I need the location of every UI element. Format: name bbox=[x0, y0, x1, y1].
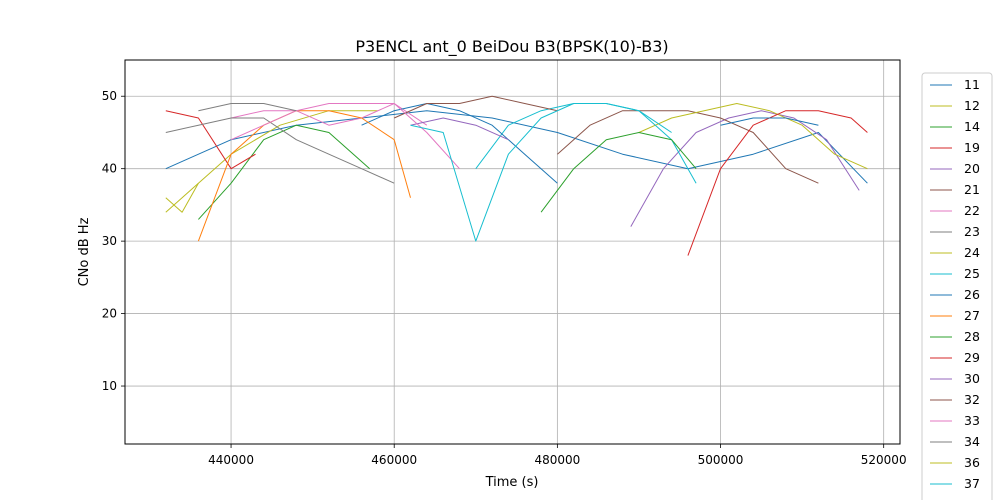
series-32-line bbox=[393, 95, 558, 119]
legend-label: 25 bbox=[964, 266, 980, 281]
legend-label: 22 bbox=[964, 203, 980, 218]
legend-label: 27 bbox=[964, 308, 980, 323]
y-tick-label: 20 bbox=[102, 307, 117, 321]
series-24-line bbox=[638, 103, 868, 170]
chart-title: P3ENCL ant_0 BeiDou B3(BPSK(10)-B3) bbox=[355, 37, 668, 57]
y-tick-label: 40 bbox=[102, 162, 117, 176]
legend-label: 12 bbox=[964, 98, 980, 113]
series-21-line bbox=[557, 110, 819, 184]
series-25-line bbox=[475, 103, 697, 184]
legend: 11 12 14 19 20 21 22 23 24 25 26 27 28 29 30 32 33 34 36 37… bbox=[921, 72, 993, 500]
y-tick-label: 10 bbox=[102, 379, 117, 393]
legend-label: 14 bbox=[964, 119, 980, 134]
legend-label: 37 bbox=[964, 476, 980, 491]
legend-label: 24 bbox=[964, 245, 980, 260]
legend-label: 26 bbox=[964, 287, 980, 302]
x-tick-label: 480000 bbox=[534, 453, 580, 467]
series-34-line bbox=[198, 103, 297, 112]
grid bbox=[125, 60, 900, 444]
series-26-line bbox=[361, 103, 558, 184]
x-tick-label: 460000 bbox=[371, 453, 417, 467]
legend-label: 32 bbox=[964, 392, 980, 407]
legend-label: 36 bbox=[964, 455, 980, 470]
series-14-line bbox=[198, 124, 371, 220]
legend-label: 28 bbox=[964, 329, 980, 344]
legend-label: 20 bbox=[964, 161, 980, 176]
series-37-line bbox=[410, 103, 672, 242]
x-tick-label: 500000 bbox=[698, 453, 744, 467]
legend-label: 41 bbox=[964, 497, 980, 500]
series-28-line bbox=[540, 132, 697, 213]
legend-label: 21 bbox=[964, 182, 980, 197]
plot-frame bbox=[124, 59, 901, 445]
x-tick-label: 440000 bbox=[208, 453, 254, 467]
legend-label: 34 bbox=[964, 434, 980, 449]
legend-label: 11 bbox=[964, 77, 980, 92]
series-19-line bbox=[165, 110, 256, 170]
y-tick-label: 30 bbox=[102, 234, 117, 248]
legend-label: 29 bbox=[964, 350, 980, 365]
series-30-line bbox=[410, 117, 509, 141]
legend-label: 33 bbox=[964, 413, 980, 428]
series-36-line bbox=[165, 182, 199, 213]
series-29-line bbox=[687, 110, 868, 256]
series-41-line bbox=[720, 117, 819, 126]
legend-label: 23 bbox=[964, 224, 980, 239]
series-33-line bbox=[230, 103, 460, 170]
legend-label: 30 bbox=[964, 371, 980, 386]
series-23-line bbox=[165, 117, 395, 184]
y-axis-label: CNo dB Hz bbox=[77, 217, 92, 286]
x-axis-label: Time (s) bbox=[485, 475, 539, 490]
series-27-line bbox=[197, 110, 411, 242]
series-20-line bbox=[630, 110, 860, 227]
legend-label: 19 bbox=[964, 140, 980, 155]
y-tick-label: 50 bbox=[102, 89, 117, 103]
ticks: 440000 460000 480000 500000 520000 10 20 30 40 50 bbox=[102, 89, 907, 467]
series-layer bbox=[165, 95, 868, 256]
series-12-line bbox=[165, 110, 378, 213]
x-tick-label: 520000 bbox=[861, 453, 907, 467]
series-11-line bbox=[165, 110, 868, 184]
legend-box bbox=[921, 72, 993, 500]
